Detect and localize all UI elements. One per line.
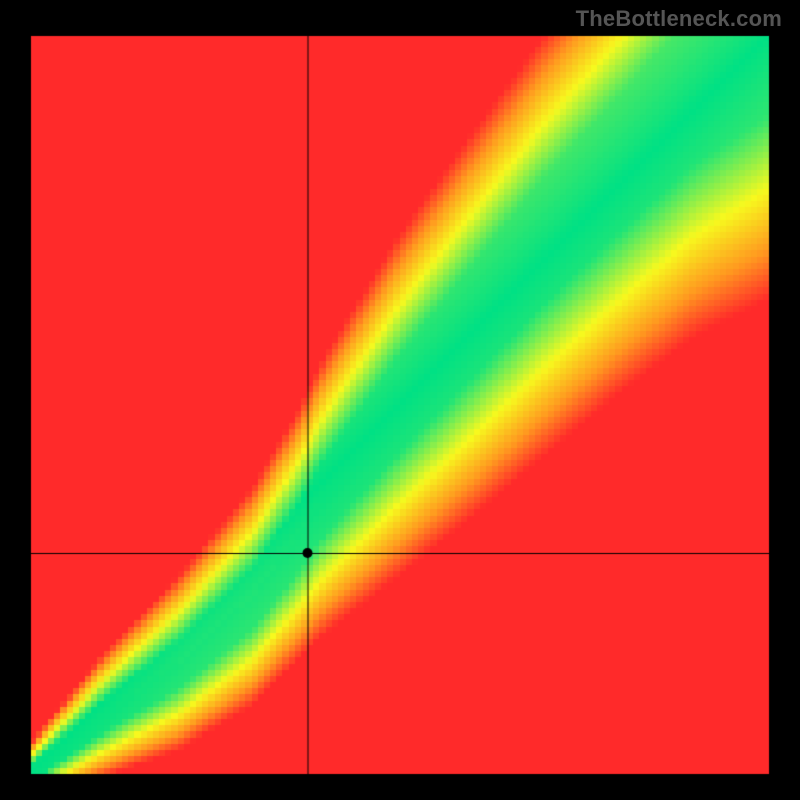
bottleneck-heatmap bbox=[30, 35, 770, 775]
watermark-text: TheBottleneck.com bbox=[576, 6, 782, 32]
chart-container: TheBottleneck.com bbox=[0, 0, 800, 800]
